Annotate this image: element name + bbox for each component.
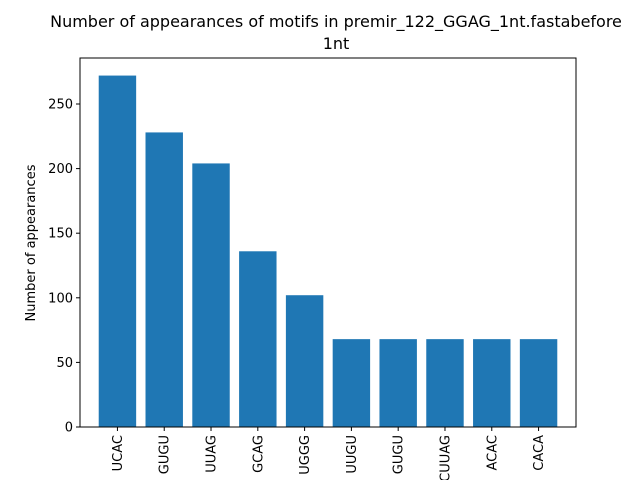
- y-tick-label: 200: [48, 162, 73, 177]
- bar-5: [332, 339, 371, 427]
- bar-4: [285, 295, 324, 427]
- x-tick-label: UGGG: [298, 435, 313, 475]
- bar-0: [98, 75, 137, 428]
- plot-frame: [79, 57, 577, 428]
- bar-7: [426, 339, 464, 427]
- y-tick-label: 150: [48, 227, 73, 242]
- x-tick-label: UCAC: [111, 435, 126, 471]
- x-tick-label: ACAC: [485, 435, 500, 470]
- bar-2: [192, 163, 230, 427]
- x-tick-label: UUGU: [345, 435, 360, 474]
- y-tick-label: 100: [48, 291, 73, 306]
- bar-9: [519, 339, 558, 427]
- x-axis: UCAC GUGU UUAG GCAG UGGG UUGU GUGU CUUAG ACAC CAC…: [111, 427, 547, 480]
- y-tick-label: 50: [56, 356, 73, 371]
- chart-title-line2: 1nt: [323, 34, 350, 53]
- y-axis: 0 50 100 150 200 250: [48, 97, 80, 436]
- x-tick-label: GCAG: [251, 435, 266, 473]
- y-tick-label: 0: [65, 421, 73, 436]
- bars-group: [98, 75, 558, 428]
- bar-8: [473, 339, 511, 427]
- x-tick-label: GUGU: [158, 435, 173, 474]
- x-tick-label: CACA: [532, 435, 547, 471]
- y-axis-label: Number of appearances: [24, 164, 39, 321]
- x-tick-label: GUGU: [392, 435, 407, 474]
- x-tick-label: UUAG: [205, 435, 220, 473]
- bar-3: [239, 251, 277, 427]
- bar-6: [379, 339, 417, 427]
- chart-title-line1: Number of appearances of motifs in premi…: [50, 12, 622, 32]
- bar-1: [145, 132, 183, 427]
- y-tick-label: 250: [48, 97, 73, 112]
- x-tick-label: CUUAG: [438, 435, 453, 480]
